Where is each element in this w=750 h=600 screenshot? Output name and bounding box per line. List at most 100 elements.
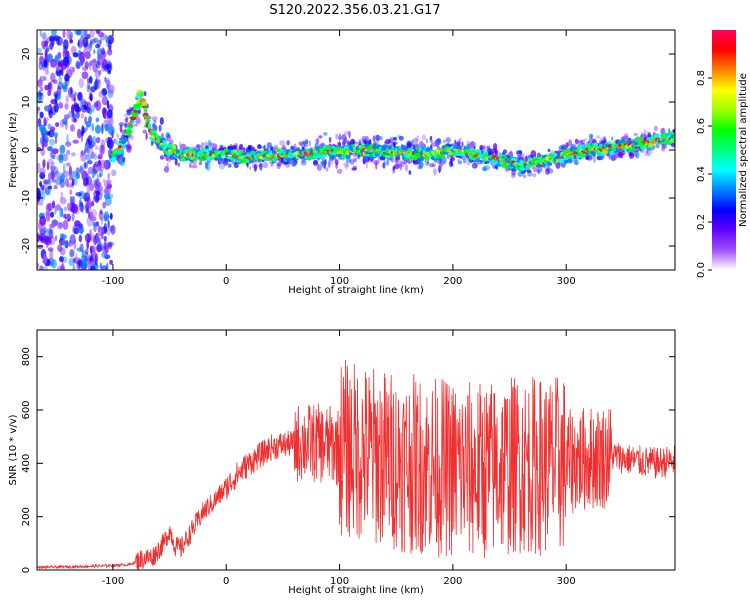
colorbar-tick-label: 0.8 bbox=[696, 70, 707, 86]
halo-blob bbox=[422, 134, 426, 141]
halo-blob bbox=[621, 136, 624, 142]
halo-blob bbox=[318, 135, 323, 139]
halo-blob bbox=[466, 159, 471, 166]
noise-blob bbox=[65, 162, 71, 167]
noise-blob bbox=[62, 153, 69, 162]
halo-blob bbox=[393, 165, 396, 171]
x-tick-label: 200 bbox=[443, 576, 462, 587]
noise-blob bbox=[87, 101, 91, 109]
ridge-blob bbox=[672, 135, 675, 139]
noise-blob bbox=[59, 207, 62, 218]
noise-blob bbox=[46, 66, 49, 76]
x-tick-label: 200 bbox=[443, 276, 462, 287]
noise-blob bbox=[80, 112, 84, 119]
noise-blob bbox=[95, 136, 101, 144]
noise-blob bbox=[71, 104, 77, 112]
noise-blob bbox=[80, 55, 85, 63]
halo-blob bbox=[492, 143, 498, 151]
noise-blob bbox=[109, 138, 113, 149]
noise-blob bbox=[109, 259, 113, 265]
noise-blob bbox=[44, 64, 48, 75]
noise-blob bbox=[100, 265, 108, 270]
halo-blob bbox=[383, 161, 387, 165]
noise-blob bbox=[92, 135, 97, 147]
noise-blob bbox=[101, 252, 107, 259]
noise-blob bbox=[64, 206, 67, 212]
ridge-blob bbox=[348, 152, 354, 156]
noise-blob bbox=[49, 138, 55, 146]
noise-blob bbox=[51, 105, 57, 116]
halo-blob bbox=[303, 143, 309, 148]
halo-blob bbox=[516, 150, 522, 155]
halo-blob bbox=[628, 151, 635, 159]
noise-blob bbox=[101, 88, 108, 96]
noise-blob bbox=[104, 123, 110, 132]
halo-blob bbox=[133, 123, 139, 127]
ridge-blob bbox=[131, 120, 136, 124]
noise-blob bbox=[47, 247, 54, 252]
halo-blob bbox=[547, 148, 551, 153]
halo-blob bbox=[198, 161, 203, 166]
halo-blob bbox=[320, 160, 325, 166]
halo-blob bbox=[369, 156, 374, 163]
halo-blob bbox=[547, 168, 554, 174]
noise-blob bbox=[42, 182, 49, 194]
noise-blob bbox=[47, 54, 51, 61]
noise-blob bbox=[39, 92, 44, 101]
noise-blob bbox=[89, 183, 94, 192]
ridge-blob bbox=[369, 143, 374, 148]
halo-blob bbox=[592, 156, 597, 163]
noise-blob bbox=[74, 220, 81, 227]
halo-blob bbox=[286, 140, 290, 146]
noise-blob bbox=[96, 178, 100, 185]
noise-blob bbox=[47, 123, 52, 130]
halo-blob bbox=[443, 139, 446, 144]
noise-blob bbox=[109, 241, 115, 246]
ridge-blob bbox=[199, 156, 204, 162]
halo-blob bbox=[158, 124, 162, 132]
noise-blob bbox=[39, 124, 46, 133]
noise-blob bbox=[110, 224, 116, 235]
halo-blob bbox=[614, 150, 620, 159]
halo-blob bbox=[451, 155, 454, 161]
noise-blob bbox=[55, 65, 61, 72]
halo-blob bbox=[298, 141, 303, 146]
noise-blob bbox=[69, 249, 75, 258]
y-tick-label: 400 bbox=[21, 454, 32, 473]
noise-blob bbox=[60, 191, 63, 200]
noise-blob bbox=[85, 200, 89, 206]
noise-blob bbox=[78, 234, 83, 243]
noise-blob bbox=[95, 117, 100, 123]
halo-blob bbox=[352, 165, 358, 171]
noise-blob bbox=[71, 203, 79, 214]
ridge-blob bbox=[125, 129, 133, 135]
noise-blob bbox=[97, 153, 103, 160]
noise-blob bbox=[87, 85, 90, 90]
ridge-blob bbox=[139, 92, 144, 97]
halo-blob bbox=[249, 166, 252, 171]
chart-title: S120.2022.356.03.21.G17 bbox=[269, 3, 440, 18]
halo-blob bbox=[200, 141, 205, 150]
noise-blob bbox=[57, 244, 63, 252]
noise-blob bbox=[59, 197, 67, 205]
noise-blob bbox=[39, 111, 44, 119]
noise-blob bbox=[57, 81, 64, 90]
halo-blob bbox=[113, 138, 118, 145]
noise-blob bbox=[107, 219, 110, 229]
noise-blob bbox=[79, 167, 85, 174]
noise-blob bbox=[49, 211, 55, 218]
ridge-blob bbox=[455, 146, 462, 150]
noise-blob bbox=[37, 162, 41, 174]
noise-blob bbox=[37, 106, 41, 111]
ridge-blob bbox=[345, 154, 351, 159]
halo-blob bbox=[482, 166, 487, 172]
noise-blob bbox=[69, 189, 73, 195]
halo-blob bbox=[127, 139, 130, 145]
noise-blob bbox=[66, 133, 69, 145]
halo-blob bbox=[142, 129, 147, 134]
noise-blob bbox=[103, 235, 107, 242]
noise-blob bbox=[94, 153, 97, 161]
noise-blob bbox=[99, 160, 107, 169]
snr-y-ticks: 0 200 400 600 800 bbox=[21, 347, 675, 573]
